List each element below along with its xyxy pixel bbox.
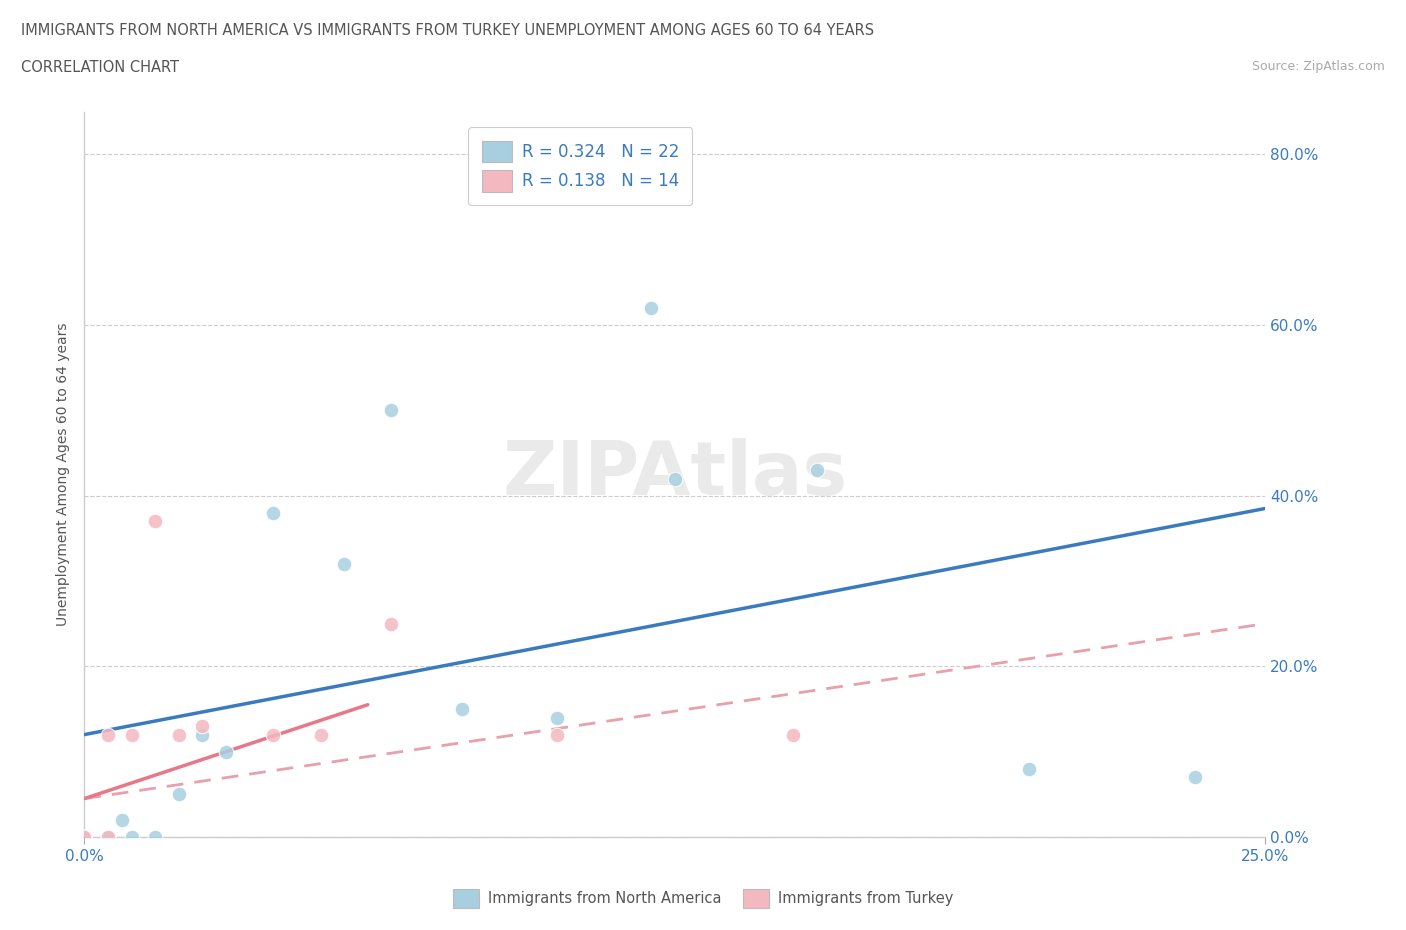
- Point: [143, 830, 166, 844]
- Point: [380, 403, 402, 418]
- Point: [167, 787, 190, 802]
- Point: [73, 830, 96, 844]
- Y-axis label: Unemployment Among Ages 60 to 64 years: Unemployment Among Ages 60 to 64 years: [56, 323, 70, 626]
- Point: [73, 830, 96, 844]
- Point: [97, 830, 120, 844]
- Point: [546, 711, 568, 725]
- Point: [215, 744, 238, 759]
- Point: [782, 727, 804, 742]
- Point: [806, 462, 828, 477]
- Point: [1018, 762, 1040, 777]
- Point: [333, 556, 356, 571]
- Legend: Immigrants from North America, Immigrants from Turkey: Immigrants from North America, Immigrant…: [447, 883, 959, 913]
- Point: [73, 830, 96, 844]
- Point: [191, 727, 214, 742]
- Point: [451, 701, 474, 716]
- Point: [664, 472, 686, 486]
- Point: [121, 727, 143, 742]
- Point: [73, 830, 96, 844]
- Legend: R = 0.324   N = 22, R = 0.138   N = 14: R = 0.324 N = 22, R = 0.138 N = 14: [468, 127, 692, 205]
- Point: [380, 617, 402, 631]
- Point: [262, 505, 284, 520]
- Point: [73, 830, 96, 844]
- Point: [73, 830, 96, 844]
- Point: [640, 300, 662, 315]
- Point: [97, 727, 120, 742]
- Point: [97, 830, 120, 844]
- Point: [143, 513, 166, 528]
- Point: [309, 727, 332, 742]
- Point: [73, 830, 96, 844]
- Point: [191, 719, 214, 734]
- Point: [73, 830, 96, 844]
- Point: [73, 830, 96, 844]
- Text: CORRELATION CHART: CORRELATION CHART: [21, 60, 179, 75]
- Text: Source: ZipAtlas.com: Source: ZipAtlas.com: [1251, 60, 1385, 73]
- Point: [167, 727, 190, 742]
- Text: IMMIGRANTS FROM NORTH AMERICA VS IMMIGRANTS FROM TURKEY UNEMPLOYMENT AMONG AGES : IMMIGRANTS FROM NORTH AMERICA VS IMMIGRA…: [21, 23, 875, 38]
- Point: [121, 830, 143, 844]
- Point: [73, 830, 96, 844]
- Point: [1184, 770, 1206, 785]
- Point: [111, 813, 134, 828]
- Text: ZIPAtlas: ZIPAtlas: [502, 438, 848, 511]
- Point: [73, 830, 96, 844]
- Point: [262, 727, 284, 742]
- Point: [546, 727, 568, 742]
- Point: [97, 830, 120, 844]
